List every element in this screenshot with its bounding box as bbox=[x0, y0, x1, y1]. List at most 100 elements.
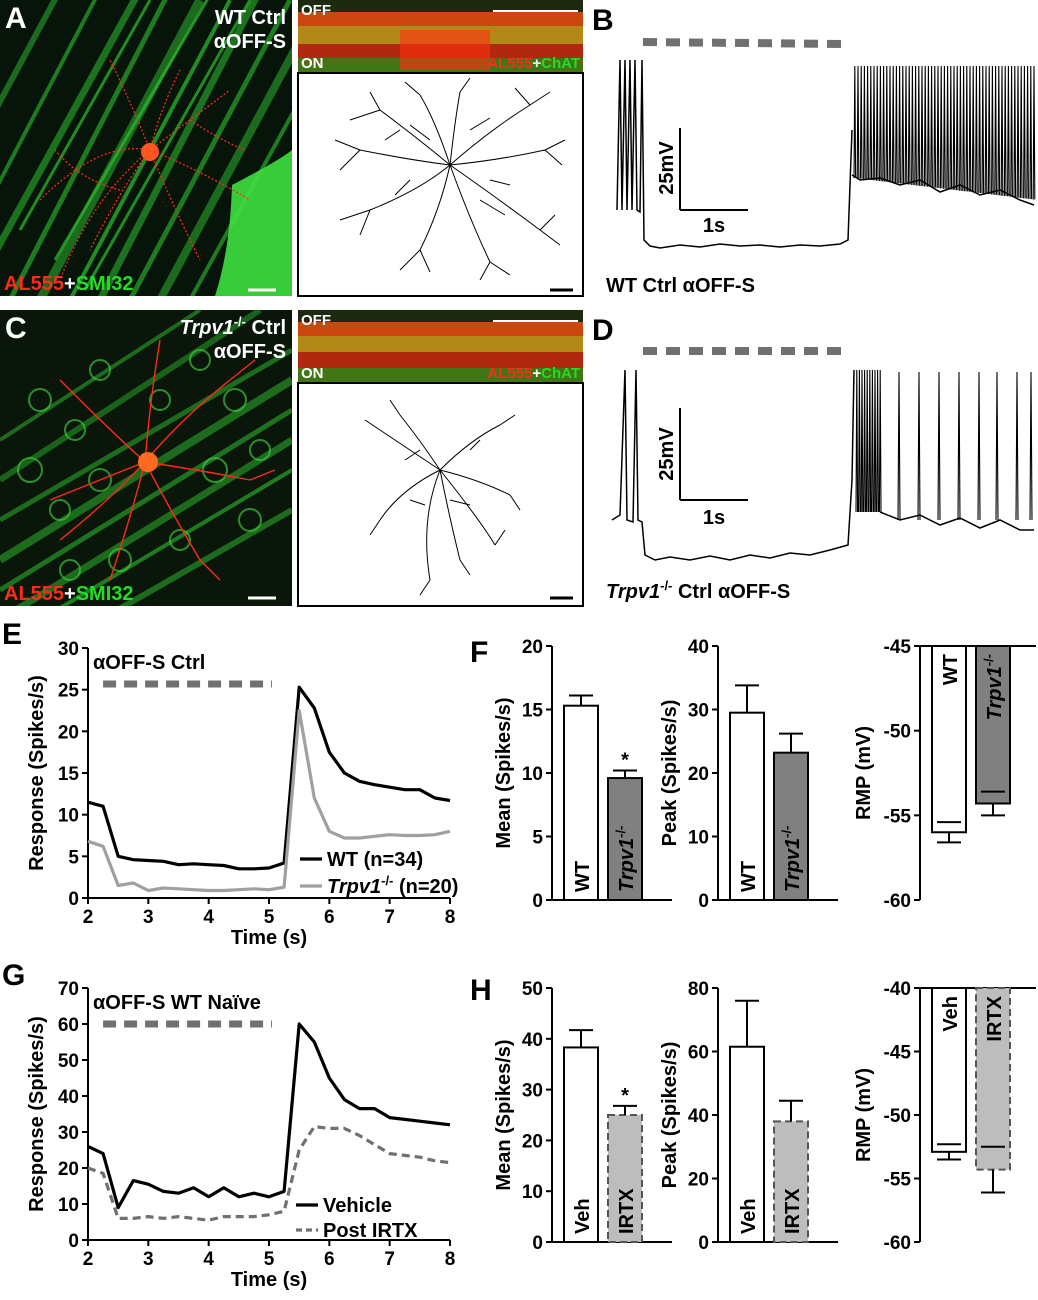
bar-1 bbox=[563, 1046, 599, 1244]
scale-y-label-d: 25mV bbox=[656, 427, 678, 481]
bar-1 bbox=[729, 1045, 765, 1244]
caption-b: WT Ctrl αOFF-S bbox=[606, 275, 755, 297]
strip-off-a: OFF bbox=[301, 2, 331, 19]
y-axis-label: Mean (Spikes/s) bbox=[493, 1039, 515, 1190]
legend-label-1: WT (n=34) bbox=[327, 849, 423, 871]
tracing-frame-c bbox=[297, 382, 584, 607]
x-tick-label: 8 bbox=[445, 1249, 456, 1270]
stain-label-c: AL555+SMI32 bbox=[4, 583, 134, 605]
scale-x-label-b: 1s bbox=[703, 215, 725, 237]
legend-label-2: Trpv1-/- (n=20) bbox=[327, 873, 458, 898]
x-tick-label: 5 bbox=[264, 907, 275, 928]
bar-label-1: WT bbox=[572, 861, 594, 892]
title-c-line2: αOFF-S bbox=[214, 341, 286, 363]
chart-title: αOFF-S Ctrl bbox=[93, 652, 205, 674]
chart-h-peak: 0 20 40 60 80 Peak (Spikes/s) Veh IRTX bbox=[659, 979, 838, 1254]
soma-c bbox=[138, 452, 158, 472]
bar-label-2: IRTX bbox=[782, 1188, 804, 1234]
strip-off-c: OFF bbox=[301, 312, 331, 329]
chart-title: αOFF-S WT Naïve bbox=[93, 992, 261, 1014]
x-tick-label: 7 bbox=[384, 907, 395, 928]
x-tick-label: 4 bbox=[203, 907, 214, 928]
baseline-after-b bbox=[851, 174, 1035, 206]
significance-star: * bbox=[621, 749, 629, 771]
y-tick-label: 0 bbox=[698, 891, 709, 912]
cell-tracing-a bbox=[334, 77, 566, 281]
chart-f-mean: 0 5 10 15 20 Mean (Spikes/s) WT Trpv1-/- * bbox=[493, 637, 672, 912]
chart-h-mean: 0 10 20 30 40 50 Mean (Spikes/s) Veh IRTX * bbox=[493, 979, 672, 1254]
chart-g: 0 10 20 30 40 50 60 70 2 3 4 5 6 7 8 Time (s) Response (… bbox=[26, 979, 455, 1291]
y-axis-label: Response (Spikes/s) bbox=[26, 675, 48, 871]
axon-bundles-c bbox=[0, 310, 292, 606]
chart-h-rmp: -60 -55 -50 -45 -40 RMP (mV) Veh IRTX bbox=[853, 979, 1036, 1254]
bar-2 bbox=[975, 987, 1011, 1171]
stain-label-a: AL555+SMI32 bbox=[4, 273, 134, 295]
green-blob-a bbox=[215, 150, 292, 296]
cell-tracing-c bbox=[364, 399, 521, 596]
series-line-2 bbox=[87, 708, 451, 893]
panel-letter-f: F bbox=[470, 636, 488, 669]
series-line-2 bbox=[87, 1124, 451, 1222]
x-tick-label: 2 bbox=[83, 1249, 94, 1270]
y-tick-label: 20 bbox=[688, 1170, 709, 1191]
y-tick-label: 20 bbox=[522, 1131, 543, 1152]
y-tick-label: 0 bbox=[532, 1233, 543, 1254]
bar-label-1: Veh bbox=[572, 1198, 594, 1234]
panel-letter-c: C bbox=[5, 312, 27, 345]
y-tick-label: -40 bbox=[884, 979, 911, 1000]
tracing-frame-a bbox=[297, 72, 584, 297]
title-c-line1: Trpv1-/- Ctrl bbox=[180, 314, 286, 339]
x-tick-label: 7 bbox=[384, 1249, 395, 1270]
y-tick-label: 10 bbox=[58, 806, 79, 827]
series-line-1 bbox=[87, 1022, 451, 1210]
x-tick-label: 3 bbox=[143, 1249, 154, 1270]
legend-label-2: Post IRTX bbox=[323, 1220, 418, 1242]
y-tick-label: 0 bbox=[68, 1231, 79, 1252]
y-tick-label: -50 bbox=[884, 722, 911, 743]
bar-label-2: IRTX bbox=[616, 1188, 638, 1234]
y-tick-label: -55 bbox=[884, 1170, 912, 1191]
y-tick-label: 20 bbox=[58, 722, 79, 743]
voltage-trace-b bbox=[616, 59, 853, 249]
bar-2 bbox=[607, 777, 643, 902]
y-tick-label: 0 bbox=[698, 1233, 709, 1254]
bar-label-2: Trpv1-/- bbox=[981, 654, 1006, 720]
y-tick-label: 10 bbox=[58, 1195, 79, 1216]
y-tick-label: 30 bbox=[58, 639, 79, 660]
chart-f-peak: 0 10 20 30 40 Peak (Spikes/s) WT Trpv1-/- bbox=[659, 637, 838, 912]
y-tick-label: 10 bbox=[522, 1182, 543, 1203]
x-tick-label: 2 bbox=[83, 907, 94, 928]
bar-1 bbox=[931, 987, 967, 1153]
y-tick-label: 5 bbox=[68, 847, 79, 868]
y-tick-label: 50 bbox=[522, 979, 543, 1000]
title-a-line1: WT Ctrl bbox=[215, 7, 286, 29]
panel-letter-e: E bbox=[2, 618, 22, 651]
panel-letter-a: A bbox=[5, 2, 27, 35]
y-tick-label: 50 bbox=[58, 1051, 79, 1072]
y-tick-label: 20 bbox=[522, 637, 543, 658]
y-axis-label: RMP (mV) bbox=[853, 726, 875, 820]
panel-letter-d: D bbox=[592, 314, 614, 347]
strip-stain-c: AL555+ChAT bbox=[487, 365, 580, 382]
bar-label-2: IRTX bbox=[984, 995, 1006, 1041]
y-tick-label: 30 bbox=[522, 1081, 543, 1102]
y-tick-label: 30 bbox=[688, 701, 709, 722]
x-tick-label: 3 bbox=[143, 907, 154, 928]
stimulus-bar-b bbox=[642, 38, 847, 48]
title-a-line2: αOFF-S bbox=[214, 31, 286, 53]
spike-train-d bbox=[855, 369, 1033, 521]
voltage-trace-d bbox=[611, 369, 855, 561]
bar-label-1: WT bbox=[738, 861, 760, 892]
y-tick-label: -50 bbox=[884, 1106, 911, 1127]
y-tick-label: 40 bbox=[688, 637, 709, 658]
y-tick-label: 70 bbox=[58, 979, 79, 1000]
panel-letter-h: H bbox=[470, 974, 492, 1007]
x-tick-label: 8 bbox=[445, 907, 456, 928]
y-tick-label: 0 bbox=[532, 891, 543, 912]
panel-letter-g: G bbox=[2, 959, 25, 992]
x-axis-label: Time (s) bbox=[231, 1269, 307, 1291]
y-tick-label: -60 bbox=[884, 1233, 911, 1254]
y-tick-label: 10 bbox=[688, 828, 709, 849]
strip-stain-a: AL555+ChAT bbox=[487, 55, 580, 72]
panel-d: D 25mV 1s Trpv1-/- Ctrl αOFF-S bbox=[592, 314, 1034, 603]
